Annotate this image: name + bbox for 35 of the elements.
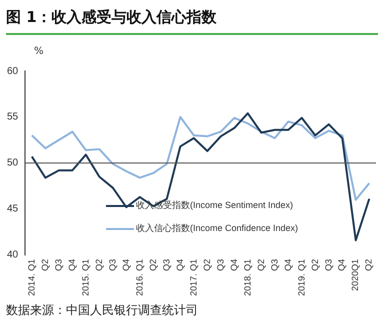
x-tick-label: 2014. Q1 [26, 258, 36, 296]
y-tick-label: 50 [7, 158, 19, 169]
x-tick-label: Q3 [323, 258, 334, 271]
x-tick-label: Q2 [40, 258, 50, 271]
y-tick-label: 60 [7, 66, 19, 77]
x-tick-label: Q3 [269, 258, 280, 271]
x-tick-label: 2017. Q1 [188, 258, 198, 296]
x-tick-label: Q4 [336, 258, 347, 271]
x-tick-label: 2015. Q1 [80, 258, 90, 296]
x-tick-label: Q3 [107, 258, 118, 271]
x-tick-label: Q2 [256, 258, 266, 271]
x-tick-label: Q2 [148, 258, 158, 271]
x-tick-label: Q2 [94, 258, 104, 271]
x-tick-label: Q2 [202, 258, 212, 271]
x-tick-label: Q3 [215, 258, 226, 271]
x-tick-label: Q3 [53, 258, 64, 271]
x-tick-label: 2019. Q1 [296, 258, 306, 296]
legend-label: 收入信心指数(Income Confidence Index) [136, 222, 298, 235]
x-tick-label: Q3 [161, 258, 172, 271]
x-tick-label: 2020Q1 [350, 258, 360, 292]
chart-title: 图 1：收入感受与收入信心指数 [6, 8, 378, 35]
y-tick-label: 40 [7, 250, 19, 261]
y-tick-label: 55 [7, 112, 19, 123]
x-tick-label: Q2 [310, 258, 320, 271]
x-tick-label: 2016. Q1 [134, 258, 144, 296]
y-axis-title: % [34, 46, 44, 57]
x-tick-label: Q4 [228, 258, 239, 271]
x-tick-label: Q4 [174, 258, 185, 271]
x-tick-label: Q4 [120, 258, 131, 271]
source-note: 数据来源：中国人民银行调查统计司 [6, 302, 198, 319]
y-tick-label: 45 [7, 204, 19, 215]
x-tick-label: Q4 [282, 258, 293, 271]
x-tick-label: 2018. Q1 [242, 258, 252, 296]
x-tick-label: Q4 [66, 258, 77, 271]
x-tick-label: Q2 [364, 258, 374, 271]
